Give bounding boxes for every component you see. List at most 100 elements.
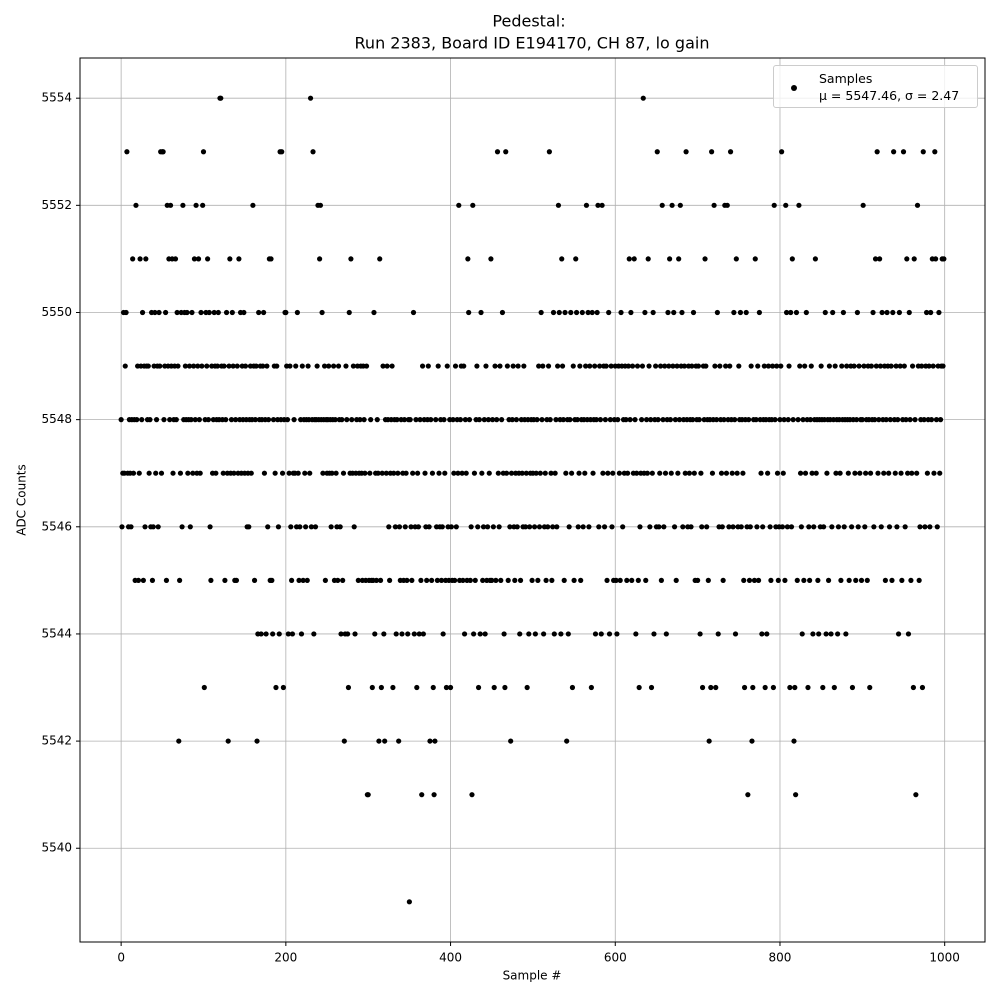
- point: [481, 417, 487, 423]
- point: [502, 684, 508, 691]
- point: [173, 417, 179, 423]
- point: [849, 524, 855, 530]
- y-axis-label: ADC Counts: [15, 464, 29, 536]
- point: [221, 363, 227, 369]
- point: [736, 363, 742, 369]
- point: [911, 256, 917, 262]
- point: [930, 363, 936, 369]
- point: [713, 684, 719, 691]
- point: [914, 202, 921, 208]
- point: [264, 363, 270, 369]
- point: [373, 577, 380, 583]
- point: [153, 470, 159, 476]
- point: [646, 363, 652, 369]
- point: [283, 309, 289, 316]
- point: [462, 417, 468, 423]
- point: [601, 524, 608, 530]
- point: [796, 202, 802, 208]
- point: [431, 792, 437, 798]
- point: [713, 417, 720, 423]
- point: [142, 524, 148, 530]
- point: [532, 631, 538, 637]
- point: [200, 149, 207, 155]
- point: [261, 309, 267, 316]
- point: [888, 363, 894, 369]
- point: [777, 417, 783, 423]
- point: [529, 577, 535, 583]
- point: [554, 524, 560, 530]
- point: [829, 524, 835, 530]
- x-tick-label: 800: [769, 951, 792, 965]
- point: [676, 256, 682, 262]
- point: [751, 577, 758, 583]
- point: [263, 631, 269, 637]
- point: [780, 470, 786, 476]
- point: [764, 631, 770, 637]
- point: [190, 470, 196, 476]
- point: [251, 577, 258, 583]
- point: [167, 202, 174, 208]
- point: [536, 524, 543, 530]
- point: [921, 417, 927, 423]
- point: [720, 577, 726, 583]
- point: [681, 363, 688, 369]
- point: [365, 792, 371, 798]
- point: [475, 524, 481, 530]
- point: [802, 470, 809, 476]
- point: [818, 363, 824, 369]
- point: [526, 631, 532, 637]
- point: [650, 309, 656, 316]
- point: [680, 524, 686, 530]
- point: [788, 524, 795, 530]
- point: [666, 363, 672, 369]
- point: [690, 309, 697, 316]
- point: [273, 684, 279, 691]
- point: [573, 256, 579, 262]
- point: [615, 417, 621, 423]
- point: [368, 417, 374, 423]
- point: [802, 363, 808, 369]
- point: [443, 684, 450, 691]
- point: [304, 577, 310, 583]
- point: [357, 417, 363, 423]
- point: [555, 202, 562, 208]
- point: [377, 256, 383, 262]
- point: [924, 470, 930, 476]
- point: [394, 417, 400, 423]
- point: [624, 577, 630, 583]
- point: [374, 417, 380, 423]
- point: [755, 577, 762, 583]
- point: [499, 309, 506, 316]
- point: [689, 363, 695, 369]
- point: [424, 577, 430, 583]
- point: [419, 363, 426, 369]
- point: [379, 470, 385, 476]
- point: [513, 417, 520, 423]
- point: [547, 417, 553, 423]
- point: [639, 363, 646, 369]
- point: [447, 684, 454, 691]
- point: [609, 524, 615, 530]
- point: [317, 256, 323, 262]
- point: [564, 738, 570, 744]
- point: [227, 256, 233, 262]
- legend-label: Samples μ = 5547.46, σ = 2.47: [819, 71, 960, 103]
- point: [724, 202, 730, 208]
- point: [299, 363, 305, 369]
- point: [741, 684, 748, 691]
- point: [335, 363, 342, 369]
- point: [147, 417, 153, 423]
- point: [747, 524, 753, 530]
- point: [883, 417, 889, 423]
- point: [905, 470, 911, 476]
- point: [343, 363, 349, 369]
- point: [524, 684, 530, 691]
- point: [748, 363, 754, 369]
- point: [205, 256, 211, 262]
- point: [399, 631, 405, 637]
- point: [153, 417, 160, 423]
- point: [499, 417, 505, 423]
- point: [565, 631, 571, 637]
- point: [298, 631, 305, 637]
